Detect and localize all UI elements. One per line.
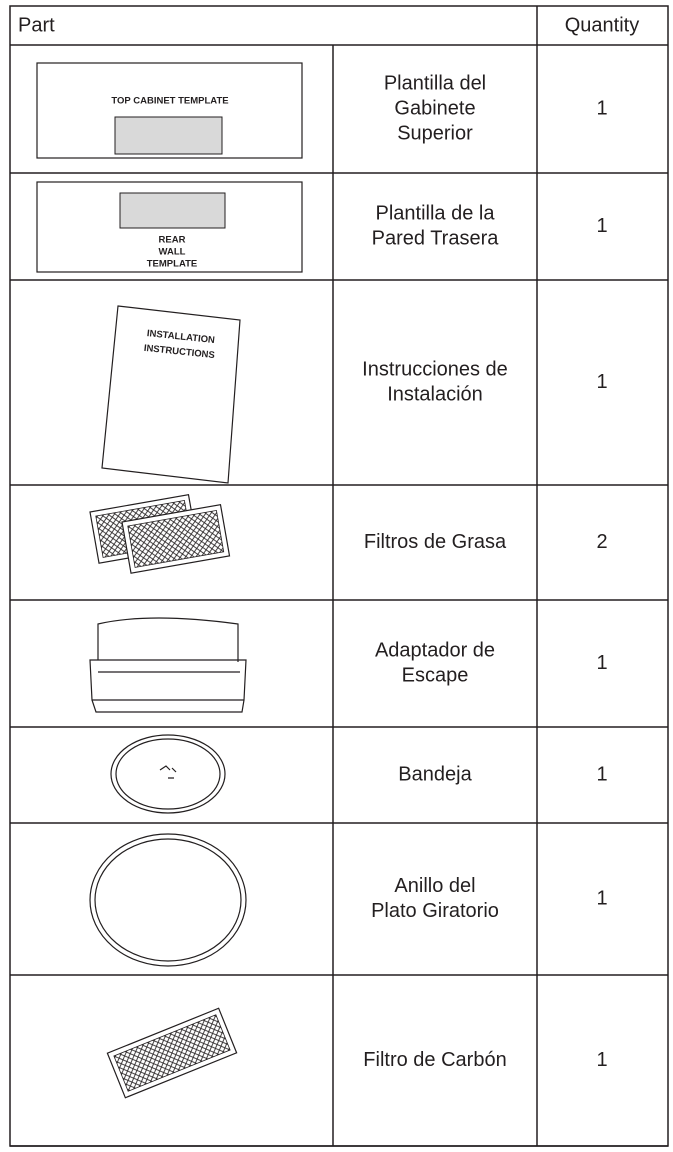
part-name: Plantilla del	[384, 72, 486, 94]
template-sheet	[36, 62, 303, 159]
part-name: Instalación	[387, 383, 483, 405]
filter-mesh	[127, 509, 225, 568]
part-quantity: 2	[596, 531, 607, 553]
part-name: Instrucciones de	[362, 358, 508, 380]
part-name: Plato Giratorio	[371, 900, 499, 922]
turntable-ring-inner	[94, 838, 242, 962]
template-sheet	[36, 181, 303, 273]
carbon-filter	[106, 1007, 238, 1099]
template-cutout	[119, 192, 226, 229]
part-name: Superior	[397, 122, 473, 144]
part-quantity: 1	[596, 652, 607, 674]
header-part: Part	[18, 14, 55, 36]
turntable-ring	[89, 833, 247, 967]
illustration-label: INSTRUCTIONS	[143, 343, 215, 361]
header-quantity: Quantity	[565, 14, 639, 36]
tray-hub	[159, 765, 177, 779]
part-quantity: 1	[596, 371, 607, 393]
exhaust-adapter	[89, 617, 247, 713]
part-name: Adaptador de	[375, 639, 495, 661]
part-name: Gabinete	[394, 97, 475, 119]
grease-filter	[121, 503, 231, 574]
filter-mesh	[113, 1014, 231, 1092]
part-quantity: 1	[596, 763, 607, 785]
part-name: Plantilla de la	[376, 202, 496, 224]
part-quantity: 1	[596, 215, 607, 237]
part-name: Pared Trasera	[372, 227, 500, 249]
illustration-label: WALL	[159, 247, 186, 258]
instruction-sheet	[101, 305, 241, 484]
part-quantity: 1	[596, 1049, 607, 1071]
part-quantity: 1	[596, 887, 607, 909]
part-name: Filtros de Grasa	[364, 531, 507, 553]
part-quantity: 1	[596, 97, 607, 119]
part-name: Filtro de Carbón	[363, 1049, 506, 1071]
part-name: Anillo del	[394, 875, 475, 897]
part-name: Bandeja	[398, 763, 472, 785]
part-name: Escape	[402, 664, 469, 686]
template-cutout	[114, 116, 223, 155]
turntable-tray	[110, 734, 226, 814]
illustration-label: TEMPLATE	[147, 259, 198, 270]
turntable-rim	[115, 738, 221, 810]
illustration-label: TOP CABINET TEMPLATE	[111, 96, 228, 107]
illustration-label: REAR	[159, 235, 186, 246]
